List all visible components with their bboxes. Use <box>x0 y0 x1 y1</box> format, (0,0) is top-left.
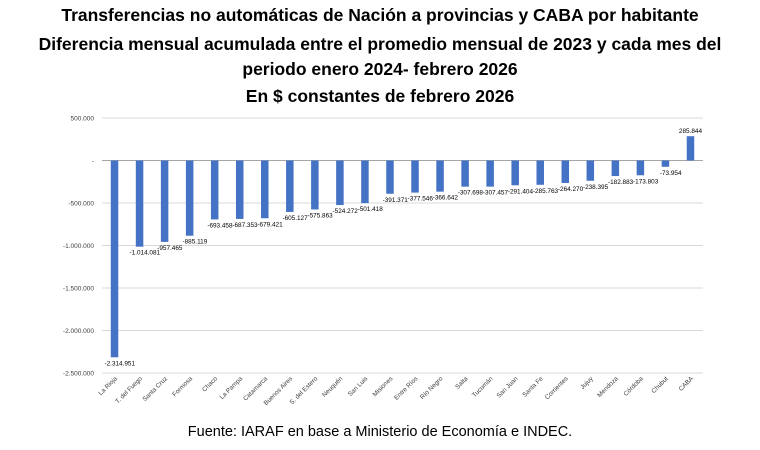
data-label: -687.353 <box>232 222 258 229</box>
data-label: -501.418 <box>358 206 384 213</box>
bar <box>361 160 369 204</box>
bar <box>536 160 544 185</box>
bar <box>235 160 244 219</box>
x-tick-label: Tucumán <box>471 375 495 399</box>
data-label: -693.458 <box>207 222 233 229</box>
bar <box>185 160 194 236</box>
x-tick-label: Santa Fe <box>521 375 545 399</box>
x-tick-label: Corrientes <box>544 375 570 401</box>
bar <box>611 160 620 177</box>
x-tick-label: Santa Cruz <box>141 375 169 403</box>
x-tick-label: Mendoza <box>596 375 620 399</box>
source-note: Fuente: IARAF en base a Ministerio de Ec… <box>187 424 573 440</box>
y-tick-label: 500.000 <box>71 116 95 123</box>
x-tick-label: Formosa <box>171 375 194 398</box>
data-label: -885.119 <box>183 239 208 246</box>
bar <box>661 160 670 167</box>
bar <box>261 160 269 219</box>
chart-title-line-2: Diferencia mensual acumulada entre el pr… <box>38 34 722 54</box>
x-tick-label: Misiones <box>372 375 395 398</box>
data-label: -307.457 <box>483 190 509 197</box>
bar <box>386 160 394 194</box>
data-label: -307.698 <box>458 190 484 197</box>
bar <box>511 160 519 186</box>
x-tick-label: Chubut <box>650 375 670 395</box>
x-tick-label: La Rioja <box>97 375 119 397</box>
bar <box>686 136 695 161</box>
chart-title-line-3: periodo enero 2024- febrero 2026 <box>242 59 518 79</box>
data-label: -182.883 <box>608 179 634 186</box>
data-label: -575.863 <box>307 212 333 219</box>
bar <box>135 160 144 247</box>
data-label: -1.014.081 <box>130 250 161 257</box>
x-tick-label: Entre Ríos <box>393 375 419 401</box>
x-tick-label: Río Negro <box>419 375 445 401</box>
y-tick-label: -1.000.000 <box>63 243 94 250</box>
x-tick-label: T. del Fuego <box>114 375 144 405</box>
y-tick-label: -2.500.000 <box>63 371 94 378</box>
bar <box>336 160 344 206</box>
data-label: -679.421 <box>257 221 283 228</box>
x-tick-label: Neuquén <box>321 375 345 399</box>
x-tick-label: Salta <box>454 375 470 391</box>
data-label: -285.763 <box>533 188 559 195</box>
data-label: 285.844 <box>679 128 703 135</box>
data-label: -366.642 <box>433 195 459 202</box>
data-label: -377.546 <box>408 196 434 203</box>
bar <box>486 160 494 187</box>
bar <box>311 160 319 210</box>
bar <box>110 160 119 358</box>
x-tick-label: San Luis <box>347 375 370 398</box>
data-label: -291.404 <box>508 188 534 195</box>
data-label: -173.803 <box>633 178 659 185</box>
x-tick-label: La Pampa <box>219 375 245 401</box>
bar <box>210 160 219 220</box>
data-label: -73.954 <box>660 170 682 177</box>
bar <box>561 160 570 183</box>
x-tick-label: Jujuy <box>579 375 595 391</box>
data-label: -605.127 <box>282 215 308 222</box>
data-label: -2.314.951 <box>104 360 135 367</box>
y-tick-label: - <box>92 158 94 165</box>
chart-subtitle-units: En $ constantes de febrero 2026 <box>245 86 515 106</box>
bar <box>636 160 645 176</box>
bar <box>461 160 469 187</box>
x-tick-label: CABA <box>678 375 696 393</box>
data-label: -957.465 <box>157 245 183 252</box>
data-label: -238.395 <box>583 184 609 191</box>
x-tick-label: San Juan <box>496 375 520 399</box>
data-label: -524.272 <box>333 208 359 215</box>
y-tick-label: -500.000 <box>68 201 94 208</box>
x-tick-label: Chaco <box>201 375 219 393</box>
data-label: -264.270 <box>558 186 584 193</box>
bar <box>286 160 294 212</box>
y-tick-label: -2.000.000 <box>63 328 94 335</box>
data-label: -391.371 <box>383 197 409 204</box>
bar <box>160 160 169 242</box>
bar <box>586 160 595 181</box>
bar <box>411 160 419 193</box>
y-tick-label: -1.500.000 <box>63 286 94 293</box>
bar <box>436 160 444 192</box>
x-tick-label: Córdoba <box>623 375 646 398</box>
chart-title-line-1: Transferencias no automáticas de Nación … <box>61 5 699 25</box>
